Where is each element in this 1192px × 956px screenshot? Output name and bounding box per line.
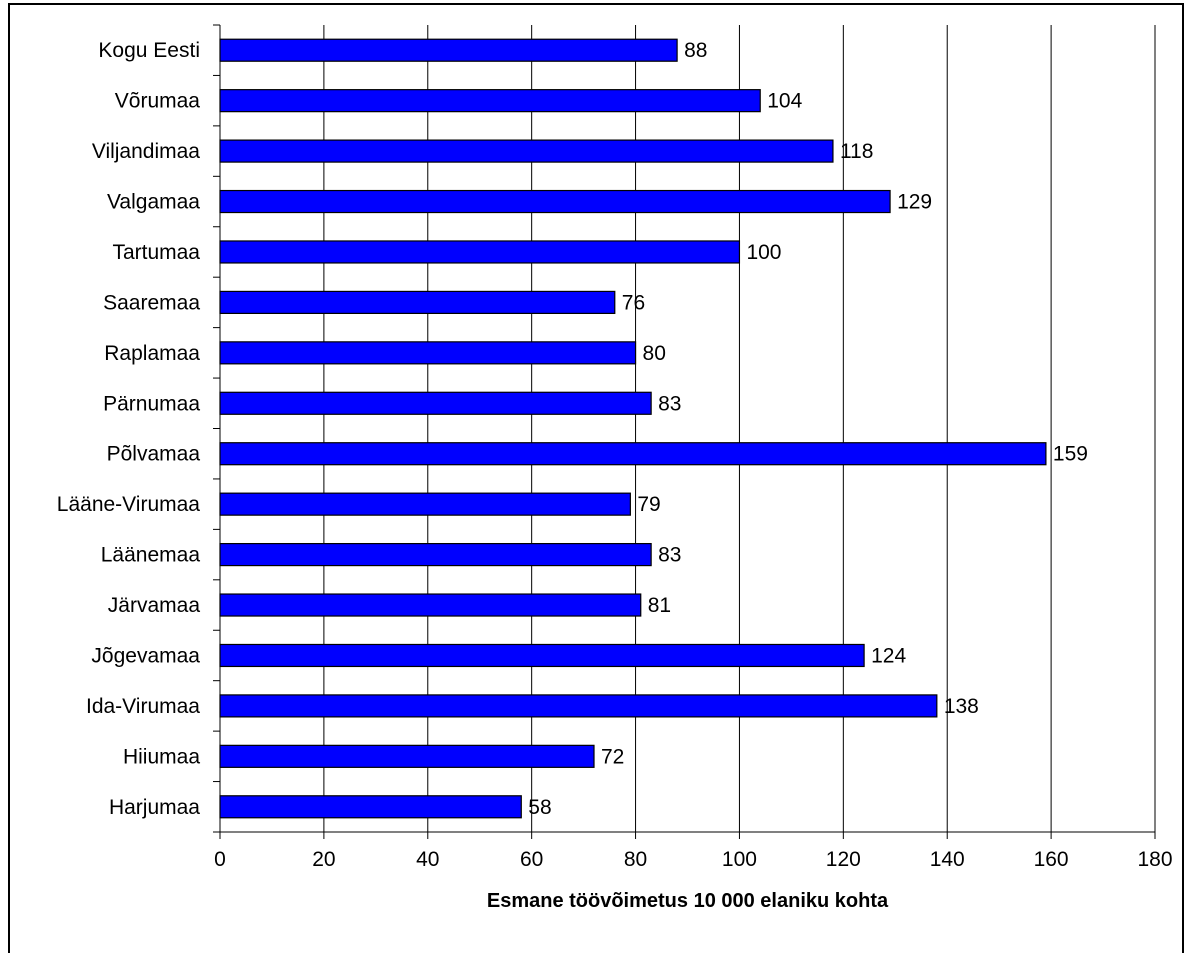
bar bbox=[219, 240, 741, 264]
x-axis-title: Esmane töövõimetus 10 000 elaniku kohta bbox=[487, 890, 889, 912]
category-label: Lääne-Virumaa bbox=[57, 493, 201, 516]
x-tick-label: 120 bbox=[826, 848, 861, 871]
data-label: 129 bbox=[897, 191, 932, 214]
category-label: Hiiumaa bbox=[123, 745, 200, 768]
category-label: Põlvamaa bbox=[107, 443, 201, 466]
data-label: 159 bbox=[1053, 443, 1088, 466]
data-label: 81 bbox=[648, 594, 671, 617]
category-label: Kogu Eesti bbox=[98, 39, 200, 62]
x-tick-label: 180 bbox=[1137, 848, 1172, 871]
category-label: Viljandimaa bbox=[92, 140, 200, 163]
bar bbox=[219, 89, 761, 113]
category-label: Järvamaa bbox=[108, 594, 201, 617]
category-label: Harjumaa bbox=[109, 796, 200, 819]
data-label: 79 bbox=[637, 493, 660, 516]
category-label: Ida-Virumaa bbox=[86, 695, 200, 718]
category-label: Võrumaa bbox=[115, 90, 201, 113]
x-tick-label: 80 bbox=[624, 848, 647, 871]
data-label: 76 bbox=[622, 291, 645, 314]
bar bbox=[219, 542, 652, 567]
bar bbox=[219, 442, 1047, 466]
x-tick-label: 40 bbox=[416, 848, 439, 871]
data-label: 100 bbox=[746, 241, 781, 264]
axes bbox=[213, 24, 1156, 839]
data-label: 138 bbox=[944, 695, 979, 718]
category-label: Pärnumaa bbox=[103, 392, 200, 415]
data-label: 104 bbox=[767, 90, 802, 113]
category-label: Tartumaa bbox=[112, 241, 200, 264]
labels: 0 20 40 60 80 100 120 140 160 180 Kogu Eesti 88 Võru… bbox=[57, 39, 1173, 871]
bar bbox=[219, 643, 865, 668]
bar bbox=[219, 189, 891, 214]
category-label: Raplamaa bbox=[104, 342, 200, 365]
bar bbox=[219, 139, 834, 163]
bar bbox=[219, 391, 652, 415]
x-tick-label: 160 bbox=[1034, 848, 1069, 871]
x-tick-label: 20 bbox=[312, 848, 335, 871]
category-label: Läänemaa bbox=[101, 544, 201, 567]
category-label: Valgamaa bbox=[107, 191, 200, 214]
data-label: 88 bbox=[684, 39, 707, 62]
bar bbox=[219, 38, 678, 62]
x-tick-label: 100 bbox=[722, 848, 757, 871]
bar bbox=[219, 795, 522, 819]
x-tick-label: 0 bbox=[214, 848, 226, 871]
bar bbox=[219, 593, 642, 617]
data-label: 58 bbox=[528, 796, 551, 819]
data-label: 83 bbox=[658, 392, 681, 415]
data-label: 124 bbox=[871, 644, 906, 667]
bar bbox=[219, 744, 595, 768]
bar bbox=[219, 341, 637, 365]
bar bbox=[219, 694, 938, 718]
x-tick-label: 60 bbox=[520, 848, 543, 871]
category-label: Saaremaa bbox=[103, 291, 200, 314]
data-label: 83 bbox=[658, 544, 681, 567]
bar bbox=[219, 492, 631, 516]
data-label: 80 bbox=[643, 342, 666, 365]
data-label: 118 bbox=[840, 140, 873, 163]
category-label: Jõgevamaa bbox=[91, 644, 200, 667]
bars bbox=[219, 38, 1047, 819]
data-label: 72 bbox=[601, 745, 624, 768]
x-tick-label: 140 bbox=[930, 848, 965, 871]
bar bbox=[219, 290, 616, 315]
